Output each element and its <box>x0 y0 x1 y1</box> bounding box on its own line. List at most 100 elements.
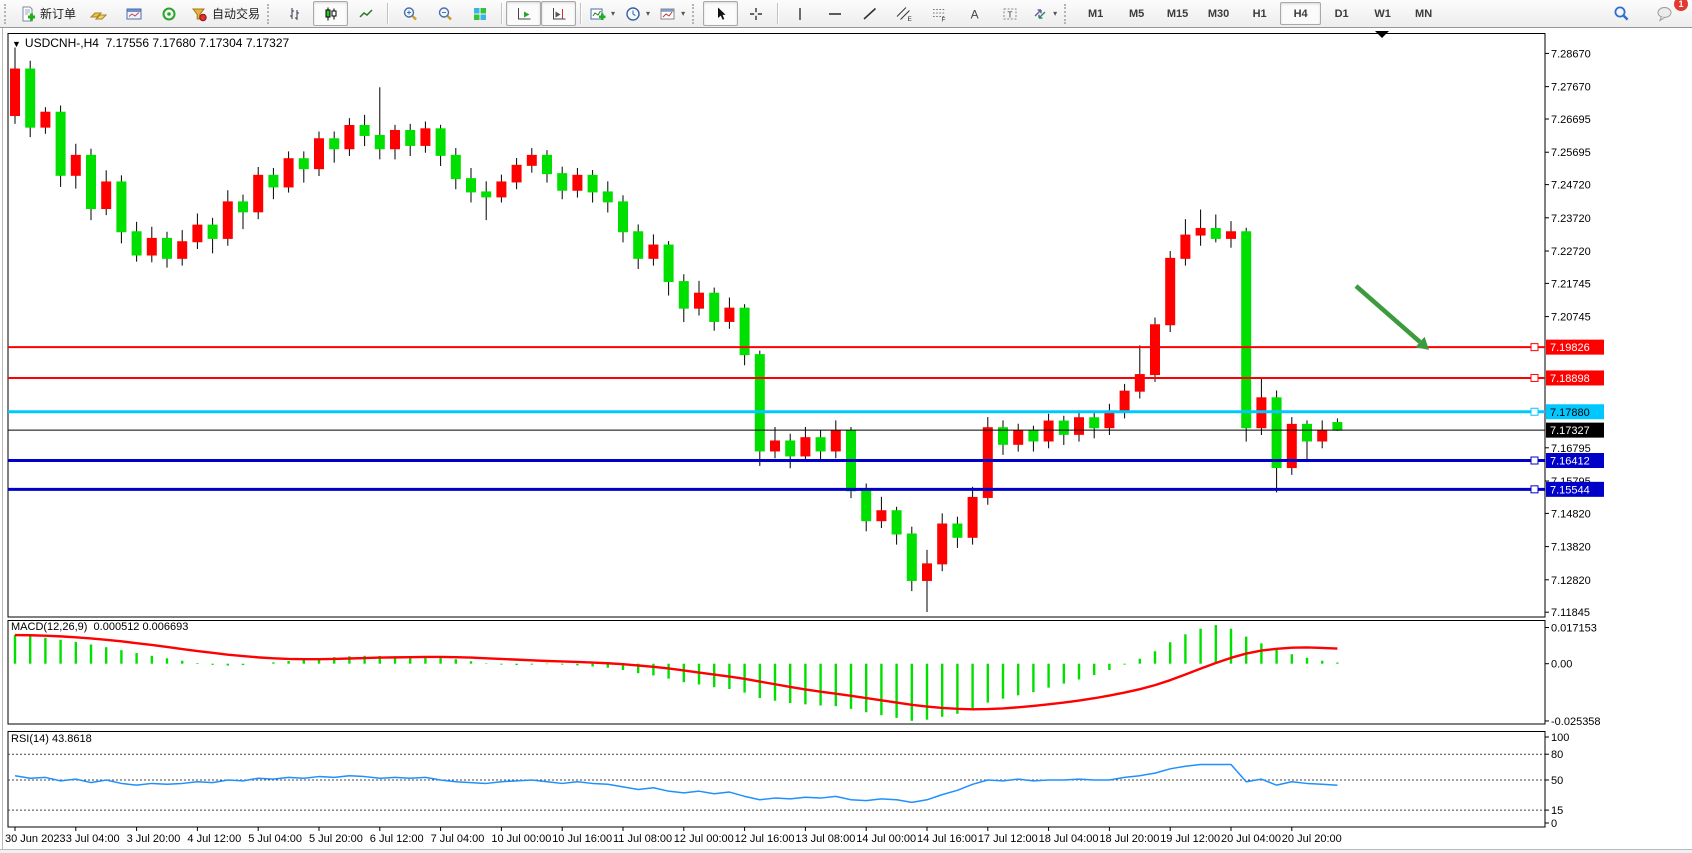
rsi-axis[interactable]: 100 80 50 150 <box>1545 732 1569 830</box>
zoom-out-button[interactable] <box>427 1 462 26</box>
search-button[interactable] <box>1604 1 1639 26</box>
level-handle[interactable] <box>1530 343 1539 352</box>
candle-down <box>374 134 385 150</box>
bar-chart-button[interactable] <box>278 1 313 26</box>
text-button[interactable]: A <box>957 1 992 26</box>
level-handle[interactable] <box>1530 407 1539 416</box>
timeframe-button-m15[interactable]: M15 <box>1166 7 1189 20</box>
candlestick-button[interactable] <box>313 1 349 26</box>
crosshair-button[interactable] <box>738 1 773 26</box>
rsi-tick-label: 15 <box>1551 805 1563 817</box>
macd-histogram <box>13 625 1339 721</box>
candle-down <box>678 281 689 309</box>
indicators-button[interactable]: ▾ <box>585 1 620 26</box>
price-tick-label: 7.26695 <box>1551 114 1591 126</box>
text-label-button[interactable]: T <box>992 1 1027 26</box>
candle-down <box>268 174 279 188</box>
toolbar-grip[interactable] <box>1064 3 1071 24</box>
rsi-tick-label: 50 <box>1551 775 1563 787</box>
candle-down <box>618 201 628 233</box>
arrow-annotation[interactable] <box>1354 284 1430 350</box>
chart-window-button[interactable] <box>116 1 151 26</box>
timeframe-button-d1[interactable]: D1 <box>1334 7 1349 20</box>
candle-up <box>1226 231 1236 239</box>
candle-up <box>982 427 993 498</box>
cursor-button[interactable] <box>703 1 739 26</box>
candle-up <box>572 174 583 191</box>
candle-down <box>238 201 248 213</box>
toolbar-grip[interactable] <box>692 3 699 24</box>
rsi-line <box>14 763 1338 804</box>
horizontal-line-button[interactable] <box>817 1 852 26</box>
vertical-line-button[interactable] <box>782 1 817 26</box>
search-icon <box>1613 5 1630 22</box>
candle-down <box>785 440 796 457</box>
one-click-trading-icon[interactable]: ▼ <box>12 39 21 49</box>
new-order-button[interactable]: 新订单 <box>15 1 81 26</box>
line-chart-button[interactable] <box>348 1 383 26</box>
toolbar-grip[interactable] <box>267 3 274 24</box>
level-handle[interactable] <box>1530 373 1539 382</box>
zoom-in-button[interactable] <box>392 1 427 26</box>
notifications-button[interactable]: 1 <box>1647 0 1688 26</box>
price-badge: 7.19826 <box>1546 339 1604 355</box>
tile-windows-button[interactable] <box>462 1 497 26</box>
timeframe-button-h1[interactable]: H1 <box>1252 7 1267 20</box>
chart-shift-marker[interactable] <box>1375 31 1389 38</box>
candle-down <box>329 138 340 150</box>
auto-scroll-icon <box>516 6 532 22</box>
macd-tick-label: 0.00 <box>1551 659 1572 671</box>
timeframe-button-m1[interactable]: M1 <box>1087 7 1104 20</box>
timeframe-button-mn[interactable]: MN <box>1415 7 1433 20</box>
auto-trading-button[interactable]: 自动交易 <box>186 1 265 26</box>
timeframe-button-w1[interactable]: W1 <box>1374 7 1391 20</box>
candle-up <box>724 307 735 322</box>
trendline-icon <box>862 6 878 22</box>
chart-canvas[interactable]: 7.28670 7.27670 7.26695 7.25695 7.24720 7.237… <box>0 28 1692 853</box>
level-handle[interactable] <box>1530 456 1539 465</box>
clock-icon <box>625 6 641 22</box>
gold-bars-button[interactable] <box>81 1 116 26</box>
toolbar-grip[interactable] <box>4 3 11 24</box>
periods-button[interactable]: ▾ <box>620 1 655 26</box>
templates-button[interactable]: ▾ <box>655 1 690 26</box>
fibonacci-button[interactable]: F <box>922 1 957 26</box>
candle-down <box>359 124 370 136</box>
arrows-button[interactable]: ▾ <box>1027 1 1062 26</box>
date-tick-label: 11 Jul 08:00 <box>613 833 672 845</box>
candle-down <box>481 191 492 198</box>
candle-down <box>891 510 902 535</box>
auto-scroll-button[interactable] <box>506 1 542 26</box>
timeframe-button-m30[interactable]: M30 <box>1207 7 1230 20</box>
level-handle[interactable] <box>1530 485 1539 494</box>
candle-down <box>587 174 598 193</box>
macd-axis[interactable]: 0.017153 0.00 -0.025358 <box>1545 623 1601 728</box>
candle-down <box>1089 417 1100 429</box>
candle-up <box>283 158 294 188</box>
candle-down <box>1210 227 1221 239</box>
horizontal-level-line[interactable] <box>8 407 1545 416</box>
equidistant-channel-button[interactable]: E <box>887 1 922 26</box>
date-axis[interactable]: 30 Jun 2023 3 Jul 04:00 3 Jul 20:00 4 Jul 1… <box>5 827 1342 845</box>
zoom-in-icon <box>402 6 418 22</box>
horizontal-level-line[interactable] <box>8 485 1545 494</box>
chart-shift-button[interactable] <box>541 1 577 26</box>
macd-tick-label: 0.017153 <box>1551 623 1597 635</box>
timeframe-button-m5[interactable]: M5 <box>1128 7 1145 20</box>
horizontal-level-line[interactable] <box>8 456 1545 465</box>
macd-main-value: 0.000512 <box>93 621 140 633</box>
candle-down <box>998 427 1008 445</box>
timeframe-button-h4[interactable]: H4 <box>1280 2 1322 25</box>
candles-layer <box>10 47 1343 613</box>
horizontal-level-line[interactable] <box>8 373 1545 382</box>
close-value: 7.17327 <box>245 36 290 50</box>
price-axis[interactable]: 7.28670 7.27670 7.26695 7.25695 7.24720 7.237… <box>1545 48 1591 619</box>
candle-up <box>876 510 887 522</box>
candle-down <box>435 128 446 156</box>
signal-button[interactable] <box>151 1 186 26</box>
candle-up <box>922 563 932 581</box>
horizontal-level-line[interactable] <box>8 343 1545 352</box>
svg-text:F: F <box>942 16 946 22</box>
trendline-button[interactable] <box>852 1 887 26</box>
